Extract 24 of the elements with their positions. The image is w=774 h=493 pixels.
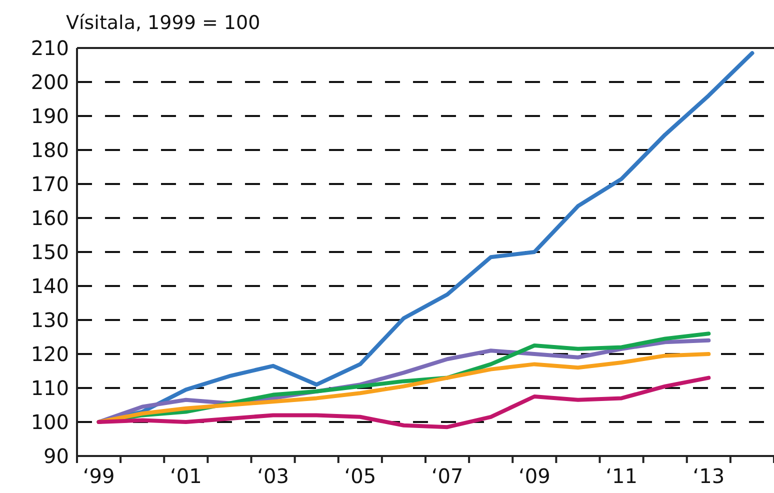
x-tick-label: ‘99: [82, 464, 115, 488]
y-tick-label: 110: [30, 376, 69, 400]
y-tick-label: 140: [30, 274, 69, 298]
x-tick-label: ‘11: [606, 464, 638, 488]
y-tick-label: 150: [30, 240, 69, 264]
line-series: [96, 352, 711, 424]
x-tick-label: ‘01: [170, 464, 202, 488]
y-tick-label: 190: [30, 104, 69, 128]
x-tick-label: ‘13: [692, 464, 725, 488]
line-series: [96, 376, 711, 430]
x-tick-label: ‘05: [344, 464, 376, 488]
x-tick-label: ‘03: [257, 464, 289, 488]
y-tick-label: 120: [30, 342, 69, 366]
y-tick-label: 90: [44, 444, 69, 468]
y-tick-label: 180: [30, 138, 69, 162]
y-tick-label: 210: [30, 36, 69, 60]
y-tick-label: 130: [30, 308, 69, 332]
y-tick-label: 160: [30, 206, 69, 230]
chart-title: Vísitala, 1999 = 100: [66, 12, 260, 34]
x-tick-label: ‘09: [518, 464, 550, 488]
x-tick-label: ‘07: [431, 464, 464, 488]
y-tick-label: 200: [30, 70, 69, 94]
y-tick-label: 100: [30, 410, 69, 434]
y-tick-label: 170: [30, 172, 69, 196]
